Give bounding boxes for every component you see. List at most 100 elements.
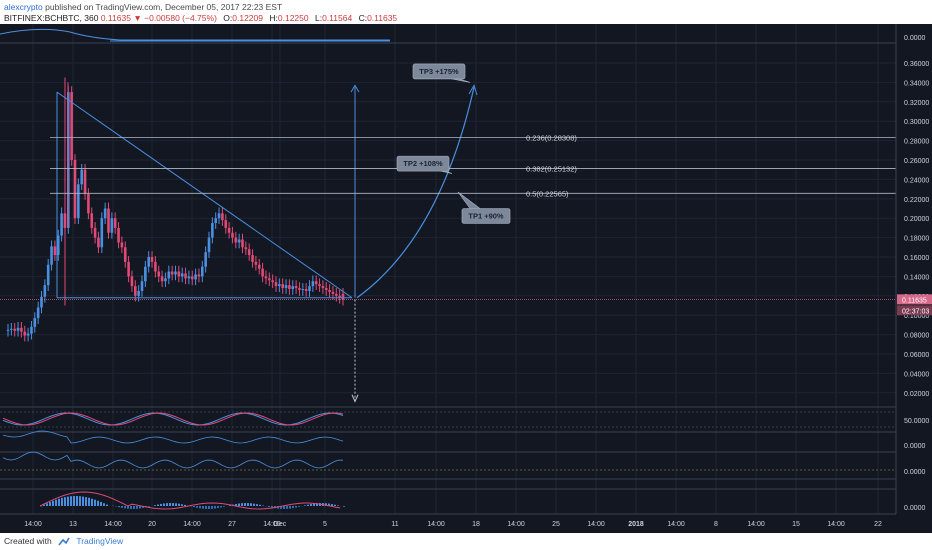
macd-histogram-bar xyxy=(229,505,231,506)
candle-body xyxy=(123,247,127,262)
macd-histogram-bar xyxy=(124,506,126,509)
candle-body xyxy=(170,271,174,275)
candle-body xyxy=(224,220,228,228)
candle-body xyxy=(110,218,114,233)
macd-histogram-bar xyxy=(247,503,249,506)
callout-box xyxy=(412,63,466,80)
indicator-line xyxy=(2,451,344,469)
candle-body xyxy=(117,227,120,243)
macd-histogram-bar xyxy=(88,497,90,506)
macd-histogram-bar xyxy=(142,506,144,509)
time-tick-label: 20 xyxy=(148,521,156,528)
time-tick-label: 14:00 xyxy=(24,521,42,528)
macd-histogram-bar xyxy=(94,499,96,506)
top-indicator-pane xyxy=(0,28,390,42)
candle-body xyxy=(234,237,238,243)
top-pane-tick: 0.0000 xyxy=(904,35,926,42)
candle-body xyxy=(274,282,278,287)
macd-histogram-bar xyxy=(166,503,168,506)
countdown-label: 02:37:03 xyxy=(902,308,929,315)
macd-histogram-bar xyxy=(181,504,183,506)
macd-histogram-bar xyxy=(223,506,225,507)
fib-label: 0.5(0.22565) xyxy=(526,189,569,198)
time-tick-label: 14:00 xyxy=(587,521,605,528)
candle-body xyxy=(100,218,104,248)
candle-body xyxy=(70,92,73,160)
candle-body xyxy=(204,252,207,267)
candle-body xyxy=(338,295,341,298)
close-value: 0.11635 xyxy=(367,13,398,23)
macd-histogram-bar xyxy=(175,503,177,506)
macd-histogram-bar xyxy=(283,506,285,509)
candle-body xyxy=(197,274,201,277)
tradingview-brand[interactable]: TradingView xyxy=(76,536,124,546)
candle-body xyxy=(177,271,181,277)
price-tick-label: 0.32000 xyxy=(904,100,929,107)
macd-histogram-bar xyxy=(157,504,159,506)
macd-histogram-bar xyxy=(280,506,282,509)
candle-body xyxy=(134,286,137,296)
macd-histogram-bar xyxy=(184,504,186,506)
candle-body xyxy=(107,208,110,233)
macd-histogram-bar xyxy=(253,503,255,506)
price-tick-label: 0.34000 xyxy=(904,80,929,87)
macd-histogram-bar xyxy=(64,497,66,506)
macd-histogram-bar xyxy=(241,503,243,506)
chart-canvas[interactable]: 0.236(0.28308) 0.382(0.25132) 0.5(0.22565)… xyxy=(0,24,932,533)
time-tick-label: 14:00 xyxy=(263,521,281,528)
candle-body xyxy=(164,278,167,282)
price-tick-label: 0.18000 xyxy=(904,236,929,243)
current-price-tag xyxy=(897,294,932,305)
macd-histogram-bar xyxy=(106,504,108,506)
candle-body xyxy=(271,280,274,283)
macd-histogram-bar xyxy=(118,506,120,508)
candle-body xyxy=(36,307,40,319)
indicator-tick-label: 0.0000 xyxy=(904,443,926,450)
indicator-panes xyxy=(0,411,896,510)
macd-histogram-bar xyxy=(121,506,123,508)
created-with-text: Created with xyxy=(4,536,52,546)
candle-body xyxy=(60,213,63,236)
author-link[interactable]: alexcrypto xyxy=(4,2,43,12)
candle-body xyxy=(244,247,248,250)
time-tick-label: 14:00 xyxy=(104,521,122,528)
time-tick-label: 25 xyxy=(552,521,560,528)
macd-histogram-bar xyxy=(271,506,273,508)
macd-histogram-bar xyxy=(205,506,207,509)
ticker-line: BITFINEX:BCHBTC, 360 0.11635 ▼ −0.00580 … xyxy=(4,13,397,23)
candle-body xyxy=(87,193,90,214)
time-tick-label: 27 xyxy=(228,521,236,528)
price-axis[interactable]: 0.0000 0.36000 0.34000 0.32000 0.30000 0.2800… xyxy=(895,24,932,514)
candle-body xyxy=(264,276,268,279)
macd-histogram-bar xyxy=(172,503,174,506)
candle-body xyxy=(308,286,311,291)
candle-body xyxy=(50,246,53,265)
macd-histogram-bar xyxy=(91,498,93,506)
macd-histogram-bar xyxy=(214,506,216,509)
chart-background xyxy=(0,24,932,533)
time-tick-label: 14:00 xyxy=(427,521,445,528)
candle-body xyxy=(257,264,261,269)
candle-body xyxy=(311,281,315,287)
candle-body xyxy=(113,218,117,228)
price-tick-label: 0.14000 xyxy=(904,274,929,281)
time-tick-label: Dec xyxy=(274,521,287,528)
macd-histogram-bar xyxy=(307,504,309,506)
candle-body xyxy=(30,326,33,334)
candle-body xyxy=(160,276,164,282)
macd-histogram-bar xyxy=(130,506,132,509)
macd-histogram-bar xyxy=(103,503,105,506)
macd-histogram-bar xyxy=(46,503,48,506)
candle-body xyxy=(53,246,57,256)
macd-histogram-bar xyxy=(160,503,162,506)
macd-histogram-bar xyxy=(52,500,54,506)
macd-histogram-bar xyxy=(331,504,333,506)
candle-body xyxy=(281,284,284,289)
candle-body xyxy=(33,318,37,327)
candle-body xyxy=(80,169,83,185)
time-tick-label: 15 xyxy=(792,521,800,528)
candle-body xyxy=(120,242,124,248)
macd-histogram-bar xyxy=(193,506,195,508)
candle-body xyxy=(83,169,87,194)
